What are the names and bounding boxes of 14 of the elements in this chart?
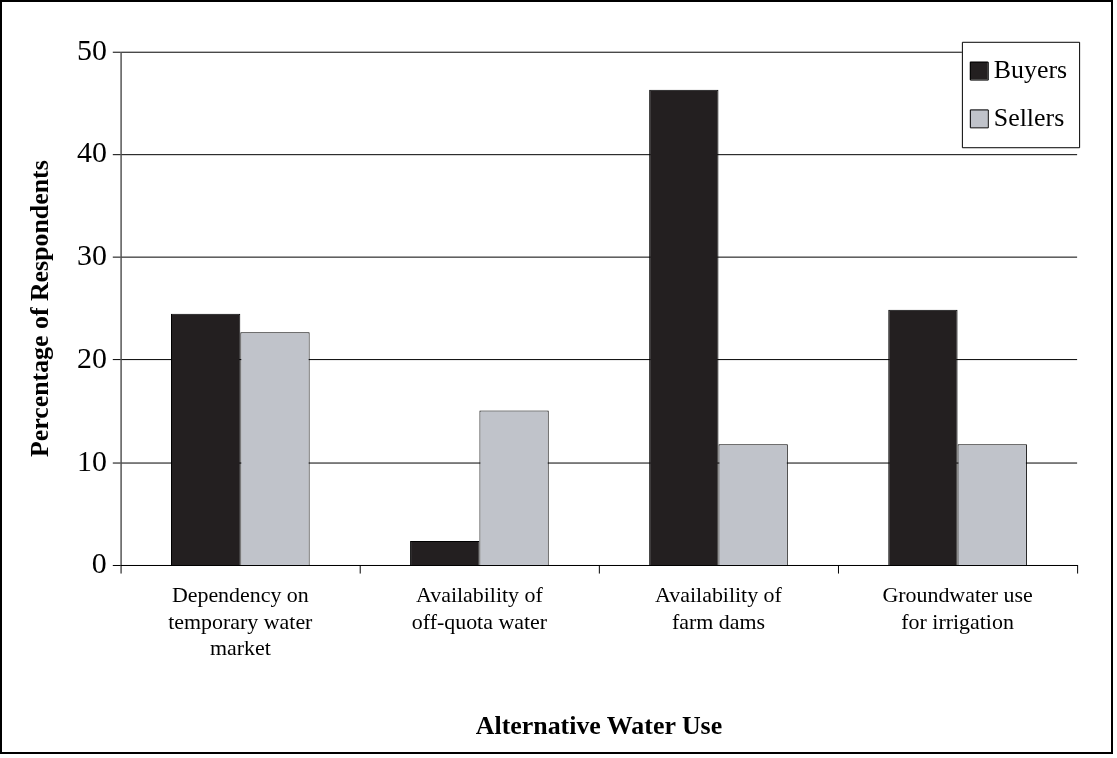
y-tick-label: 20 [76,340,107,374]
y-axis-title: Percentage of Respondents [25,160,55,458]
legend-label: Buyers [993,55,1068,85]
x-tick-label: Groundwater use for irrigation [882,582,1033,634]
y-tick-label: 10 [76,443,107,477]
x-tick-label: Availability of off-quota water [411,582,548,634]
x-tick-label: Availability of farm dams [655,582,783,634]
legend-label: Sellers [993,103,1065,133]
y-tick-label: 0 [91,546,107,580]
y-tick-label: 50 [76,32,107,66]
y-tick-label: 40 [76,135,107,169]
x-tick-label: Dependency on temporary water market [168,582,314,660]
y-tick-label: 30 [76,238,107,272]
x-axis-title: Alternative Water Use [475,711,723,741]
